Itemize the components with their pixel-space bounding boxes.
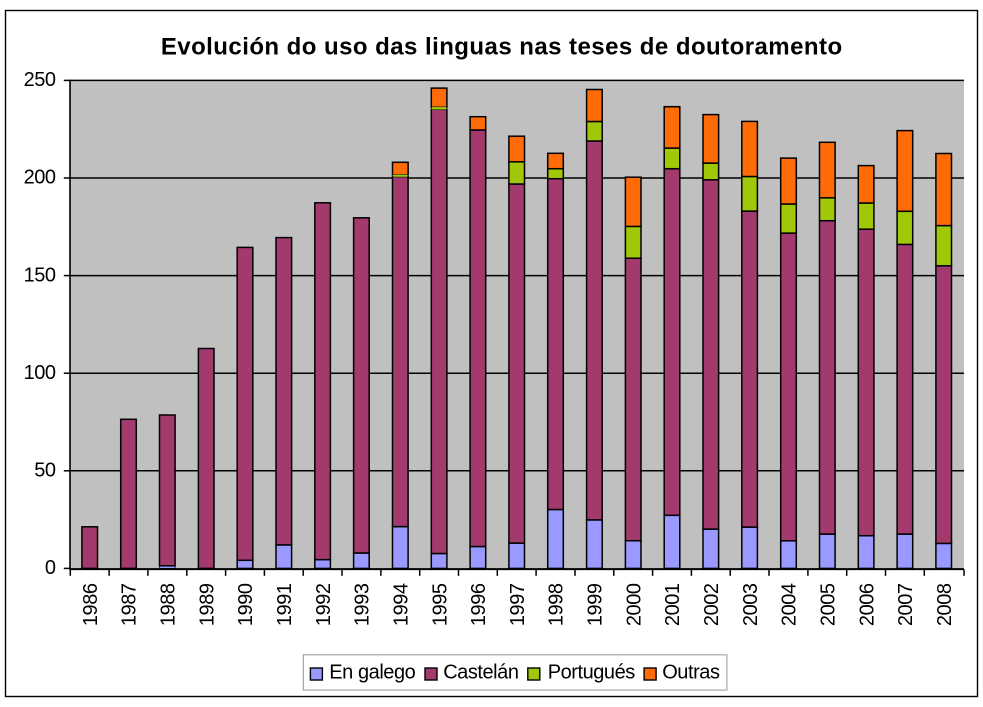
svg-text:1994: 1994 — [391, 583, 413, 626]
svg-text:2001: 2001 — [662, 583, 684, 626]
svg-text:1988: 1988 — [158, 583, 180, 626]
svg-text:1996: 1996 — [468, 583, 490, 626]
svg-text:1999: 1999 — [585, 583, 607, 626]
svg-text:1991: 1991 — [274, 583, 296, 626]
svg-text:2006: 2006 — [856, 583, 878, 626]
svg-text:1997: 1997 — [507, 583, 529, 626]
svg-text:1995: 1995 — [429, 583, 451, 626]
svg-text:100: 100 — [24, 362, 56, 384]
svg-text:Castelán: Castelán — [443, 661, 518, 683]
svg-text:0: 0 — [45, 557, 56, 579]
svg-text:2005: 2005 — [818, 583, 840, 626]
svg-text:50: 50 — [34, 460, 56, 482]
svg-text:1993: 1993 — [352, 583, 374, 626]
svg-text:150: 150 — [24, 264, 56, 286]
svg-text:2000: 2000 — [623, 583, 645, 626]
svg-text:Evolución do uso das linguas n: Evolución do uso das linguas nas teses d… — [161, 34, 843, 61]
svg-text:1986: 1986 — [80, 583, 102, 626]
svg-text:Portugués: Portugués — [548, 661, 636, 683]
svg-text:200: 200 — [24, 167, 56, 189]
svg-text:1987: 1987 — [119, 583, 141, 626]
svg-text:2002: 2002 — [701, 583, 723, 626]
svg-text:2008: 2008 — [934, 583, 956, 626]
svg-text:250: 250 — [24, 69, 56, 91]
svg-text:Outras: Outras — [662, 661, 720, 683]
svg-text:1989: 1989 — [196, 583, 218, 626]
svg-text:1992: 1992 — [313, 583, 335, 626]
svg-text:2007: 2007 — [895, 583, 917, 626]
svg-text:1998: 1998 — [546, 583, 568, 626]
svg-text:En galego: En galego — [329, 661, 415, 683]
svg-text:2003: 2003 — [740, 583, 762, 626]
svg-text:1990: 1990 — [235, 583, 257, 626]
svg-text:2004: 2004 — [779, 583, 801, 626]
